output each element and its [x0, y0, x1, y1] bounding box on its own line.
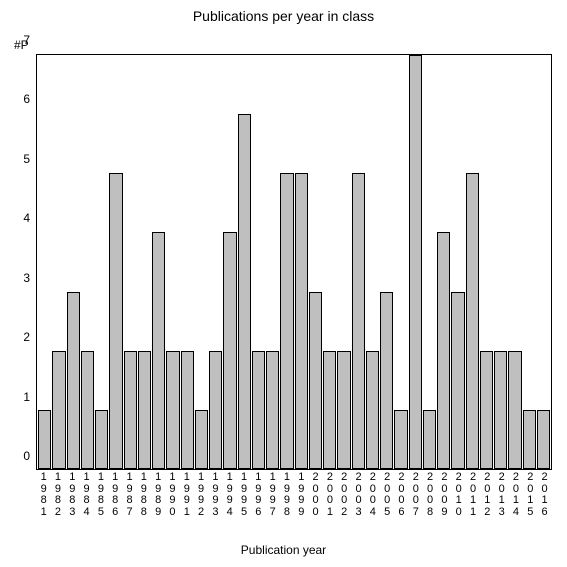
x-tick-label: 2 0 1 0 [452, 472, 465, 518]
y-tick-label: 4 [23, 211, 30, 225]
x-tick-label: 2 0 1 4 [509, 472, 522, 518]
x-tick-label: 2 0 1 5 [524, 472, 537, 518]
x-tick-label: 2 0 0 5 [381, 472, 394, 518]
x-tick-label: 1 9 9 9 [295, 472, 308, 518]
bar [409, 55, 422, 469]
bar [238, 114, 251, 469]
x-tick-label: 2 0 0 7 [409, 472, 422, 518]
x-tick-label: 2 0 0 0 [309, 472, 322, 518]
bar [295, 173, 308, 469]
x-tick-label: 1 9 8 6 [109, 472, 122, 518]
bar [323, 351, 336, 469]
y-tick-label: 3 [23, 271, 30, 285]
bar [366, 351, 379, 469]
bar [124, 351, 137, 469]
x-tick-label: 1 9 9 4 [223, 472, 236, 518]
bar [523, 410, 536, 469]
x-tick-label: 1 9 8 5 [94, 472, 107, 518]
bar [380, 292, 393, 469]
x-tick-label: 2 0 1 1 [466, 472, 479, 518]
bar [480, 351, 493, 469]
chart-container: Publications per year in class #P 012345… [0, 0, 567, 567]
bar [437, 232, 450, 469]
y-ticks: 01234567 [0, 54, 34, 470]
bar [508, 351, 521, 469]
x-tick-label: 1 9 9 6 [252, 472, 265, 518]
bar [81, 351, 94, 469]
bar [280, 173, 293, 469]
bar [166, 351, 179, 469]
x-tick-label: 1 9 8 1 [37, 472, 50, 518]
bar [394, 410, 407, 469]
bars-group [37, 55, 551, 469]
x-tick-label: 2 0 0 4 [366, 472, 379, 518]
x-tick-label: 2 0 0 3 [352, 472, 365, 518]
x-tick-label: 2 0 0 2 [338, 472, 351, 518]
bar [252, 351, 265, 469]
x-tick-label: 2 0 1 2 [481, 472, 494, 518]
x-tick-label: 2 0 0 1 [323, 472, 336, 518]
y-tick-label: 7 [23, 33, 30, 47]
plot-area [36, 54, 552, 470]
y-tick-label: 2 [23, 330, 30, 344]
bar [95, 410, 108, 469]
x-tick-label: 1 9 8 2 [51, 472, 64, 518]
x-axis-label: Publication year [0, 543, 567, 557]
x-tick-label: 2 0 1 6 [538, 472, 551, 518]
bar [195, 410, 208, 469]
bar [152, 232, 165, 469]
bar [494, 351, 507, 469]
bar [67, 292, 80, 469]
bar [537, 410, 550, 469]
x-tick-label: 1 9 9 0 [166, 472, 179, 518]
x-tick-label: 1 9 9 1 [180, 472, 193, 518]
x-ticks: 1 9 8 11 9 8 21 9 8 31 9 8 41 9 8 51 9 8… [36, 472, 552, 518]
x-tick-label: 1 9 8 4 [80, 472, 93, 518]
x-tick-label: 1 9 9 7 [266, 472, 279, 518]
bar [309, 292, 322, 469]
bar [266, 351, 279, 469]
bar [209, 351, 222, 469]
x-tick-label: 1 9 8 8 [137, 472, 150, 518]
y-tick-label: 6 [23, 92, 30, 106]
x-tick-label: 1 9 9 8 [280, 472, 293, 518]
x-tick-label: 1 9 9 3 [209, 472, 222, 518]
bar [352, 173, 365, 469]
y-tick-label: 0 [23, 449, 30, 463]
bar [337, 351, 350, 469]
x-tick-label: 1 9 8 3 [66, 472, 79, 518]
x-tick-label: 1 9 8 9 [152, 472, 165, 518]
x-tick-label: 1 9 8 7 [123, 472, 136, 518]
bar [223, 232, 236, 469]
x-tick-label: 2 0 0 8 [423, 472, 436, 518]
bar [138, 351, 151, 469]
y-tick-label: 5 [23, 152, 30, 166]
x-tick-label: 1 9 9 2 [194, 472, 207, 518]
x-tick-label: 2 0 1 3 [495, 472, 508, 518]
bar [423, 410, 436, 469]
bar [38, 410, 51, 469]
x-tick-label: 1 9 9 5 [237, 472, 250, 518]
bar [52, 351, 65, 469]
chart-title: Publications per year in class [0, 8, 567, 24]
y-tick-label: 1 [23, 390, 30, 404]
bar [109, 173, 122, 469]
bar [466, 173, 479, 469]
x-tick-label: 2 0 0 6 [395, 472, 408, 518]
bar [181, 351, 194, 469]
bar [451, 292, 464, 469]
x-tick-label: 2 0 0 9 [438, 472, 451, 518]
